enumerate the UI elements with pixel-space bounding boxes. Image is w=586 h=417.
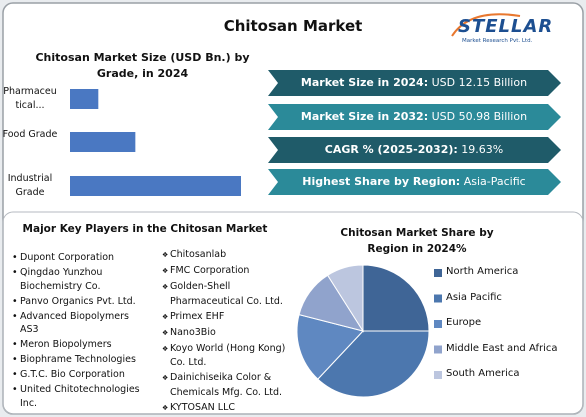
highlight-label: Market Size in 2032: bbox=[300, 110, 429, 123]
highlight-banner bbox=[268, 137, 561, 163]
page-title: Chitosan Market bbox=[223, 17, 363, 35]
highlight-value: 19.63% bbox=[461, 143, 504, 156]
highlight-text: Highest Share by Region: Asia-Pacific bbox=[268, 175, 560, 188]
bar bbox=[70, 176, 241, 196]
highlight-value: USD 12.15 Billion bbox=[431, 76, 528, 89]
bar bbox=[70, 132, 136, 152]
pie-slice bbox=[326, 264, 364, 333]
player: Dainichiseika Color & Chemicals Mfg. Co.… bbox=[160, 371, 300, 399]
pie-slice bbox=[317, 330, 430, 398]
player: Golden-Shell Pharmaceutical Co. Ltd. bbox=[160, 280, 300, 308]
player: Nano3Bio bbox=[160, 326, 300, 341]
legend-label: Middle East and Africa bbox=[446, 342, 558, 354]
highlight-label: CAGR % (2025-2032): bbox=[324, 143, 458, 156]
player: Koyo World (Hong Kong) Co. Ltd. bbox=[160, 342, 300, 370]
legend-label: Europe bbox=[446, 317, 482, 328]
legend-swatch bbox=[434, 320, 442, 328]
highlight-label: Highest Share by Region: bbox=[302, 175, 461, 188]
players-title: Major Key Players in the Chitosan Market bbox=[22, 223, 268, 235]
legend-label: Asia Pacific bbox=[446, 291, 502, 303]
player: Chitosanlab bbox=[160, 248, 300, 263]
player: Biophrame Technologies bbox=[10, 353, 145, 367]
player: Qingdao Yunzhou Biochemistry Co. bbox=[10, 266, 145, 293]
highlight-text: CAGR % (2025-2032): 19.63% bbox=[268, 143, 560, 156]
highlight-value: Asia-Pacific bbox=[463, 175, 526, 188]
player: FMC Corporation bbox=[160, 264, 300, 279]
category-label: Food Grade bbox=[2, 129, 58, 140]
player: Dupont Corporation bbox=[10, 251, 145, 265]
players-list: ChitosanlabFMC CorporationGolden-Shell P… bbox=[160, 248, 300, 417]
highlight-banner bbox=[268, 70, 561, 96]
highlight-value: USD 50.98 Billion bbox=[431, 110, 528, 123]
player: KYTOSAN LLC bbox=[160, 401, 300, 416]
highlight-text: Market Size in 2024: USD 12.15 Billion bbox=[268, 76, 560, 89]
legend-swatch bbox=[434, 269, 442, 277]
logo-name: STELLAR bbox=[458, 16, 554, 37]
legend-swatch bbox=[434, 345, 442, 354]
player: Primex EHF bbox=[160, 310, 300, 325]
chart-title: Chitosan Market Size (USD Bn.) by Grade,… bbox=[35, 51, 250, 80]
legend-label: North America bbox=[446, 266, 519, 277]
legend-label: South America bbox=[446, 368, 520, 379]
player: Meron Biopolymers bbox=[10, 338, 145, 352]
category-label: Pharmaceutical... bbox=[3, 86, 57, 111]
legend-swatch bbox=[434, 294, 442, 303]
highlight-label: Market Size in 2024: bbox=[300, 76, 429, 89]
player: United Chitotechnologies Inc. bbox=[10, 383, 145, 410]
bar bbox=[70, 89, 99, 109]
pie-slice bbox=[362, 264, 430, 332]
player: Panvo Organics Pvt. Ltd. bbox=[10, 295, 145, 309]
highlight-banner bbox=[268, 169, 561, 195]
players-list: Dupont CorporationQingdao Yunzhou Bioche… bbox=[10, 251, 145, 412]
player: Advanced Biopolymers AS3 bbox=[10, 310, 145, 337]
logo-tagline: Market Research Pvt. Ltd. bbox=[462, 38, 533, 44]
chart-title: Chitosan Market Share by Region in 2024% bbox=[340, 227, 494, 255]
player: G.T.C. Bio Corporation bbox=[10, 368, 145, 382]
highlight-banner bbox=[268, 104, 561, 130]
category-label: Industrial Grade bbox=[7, 173, 53, 198]
legend-swatch bbox=[434, 371, 442, 379]
highlight-text: Market Size in 2032: USD 50.98 Billion bbox=[268, 110, 560, 123]
logo-swoosh bbox=[451, 13, 521, 37]
